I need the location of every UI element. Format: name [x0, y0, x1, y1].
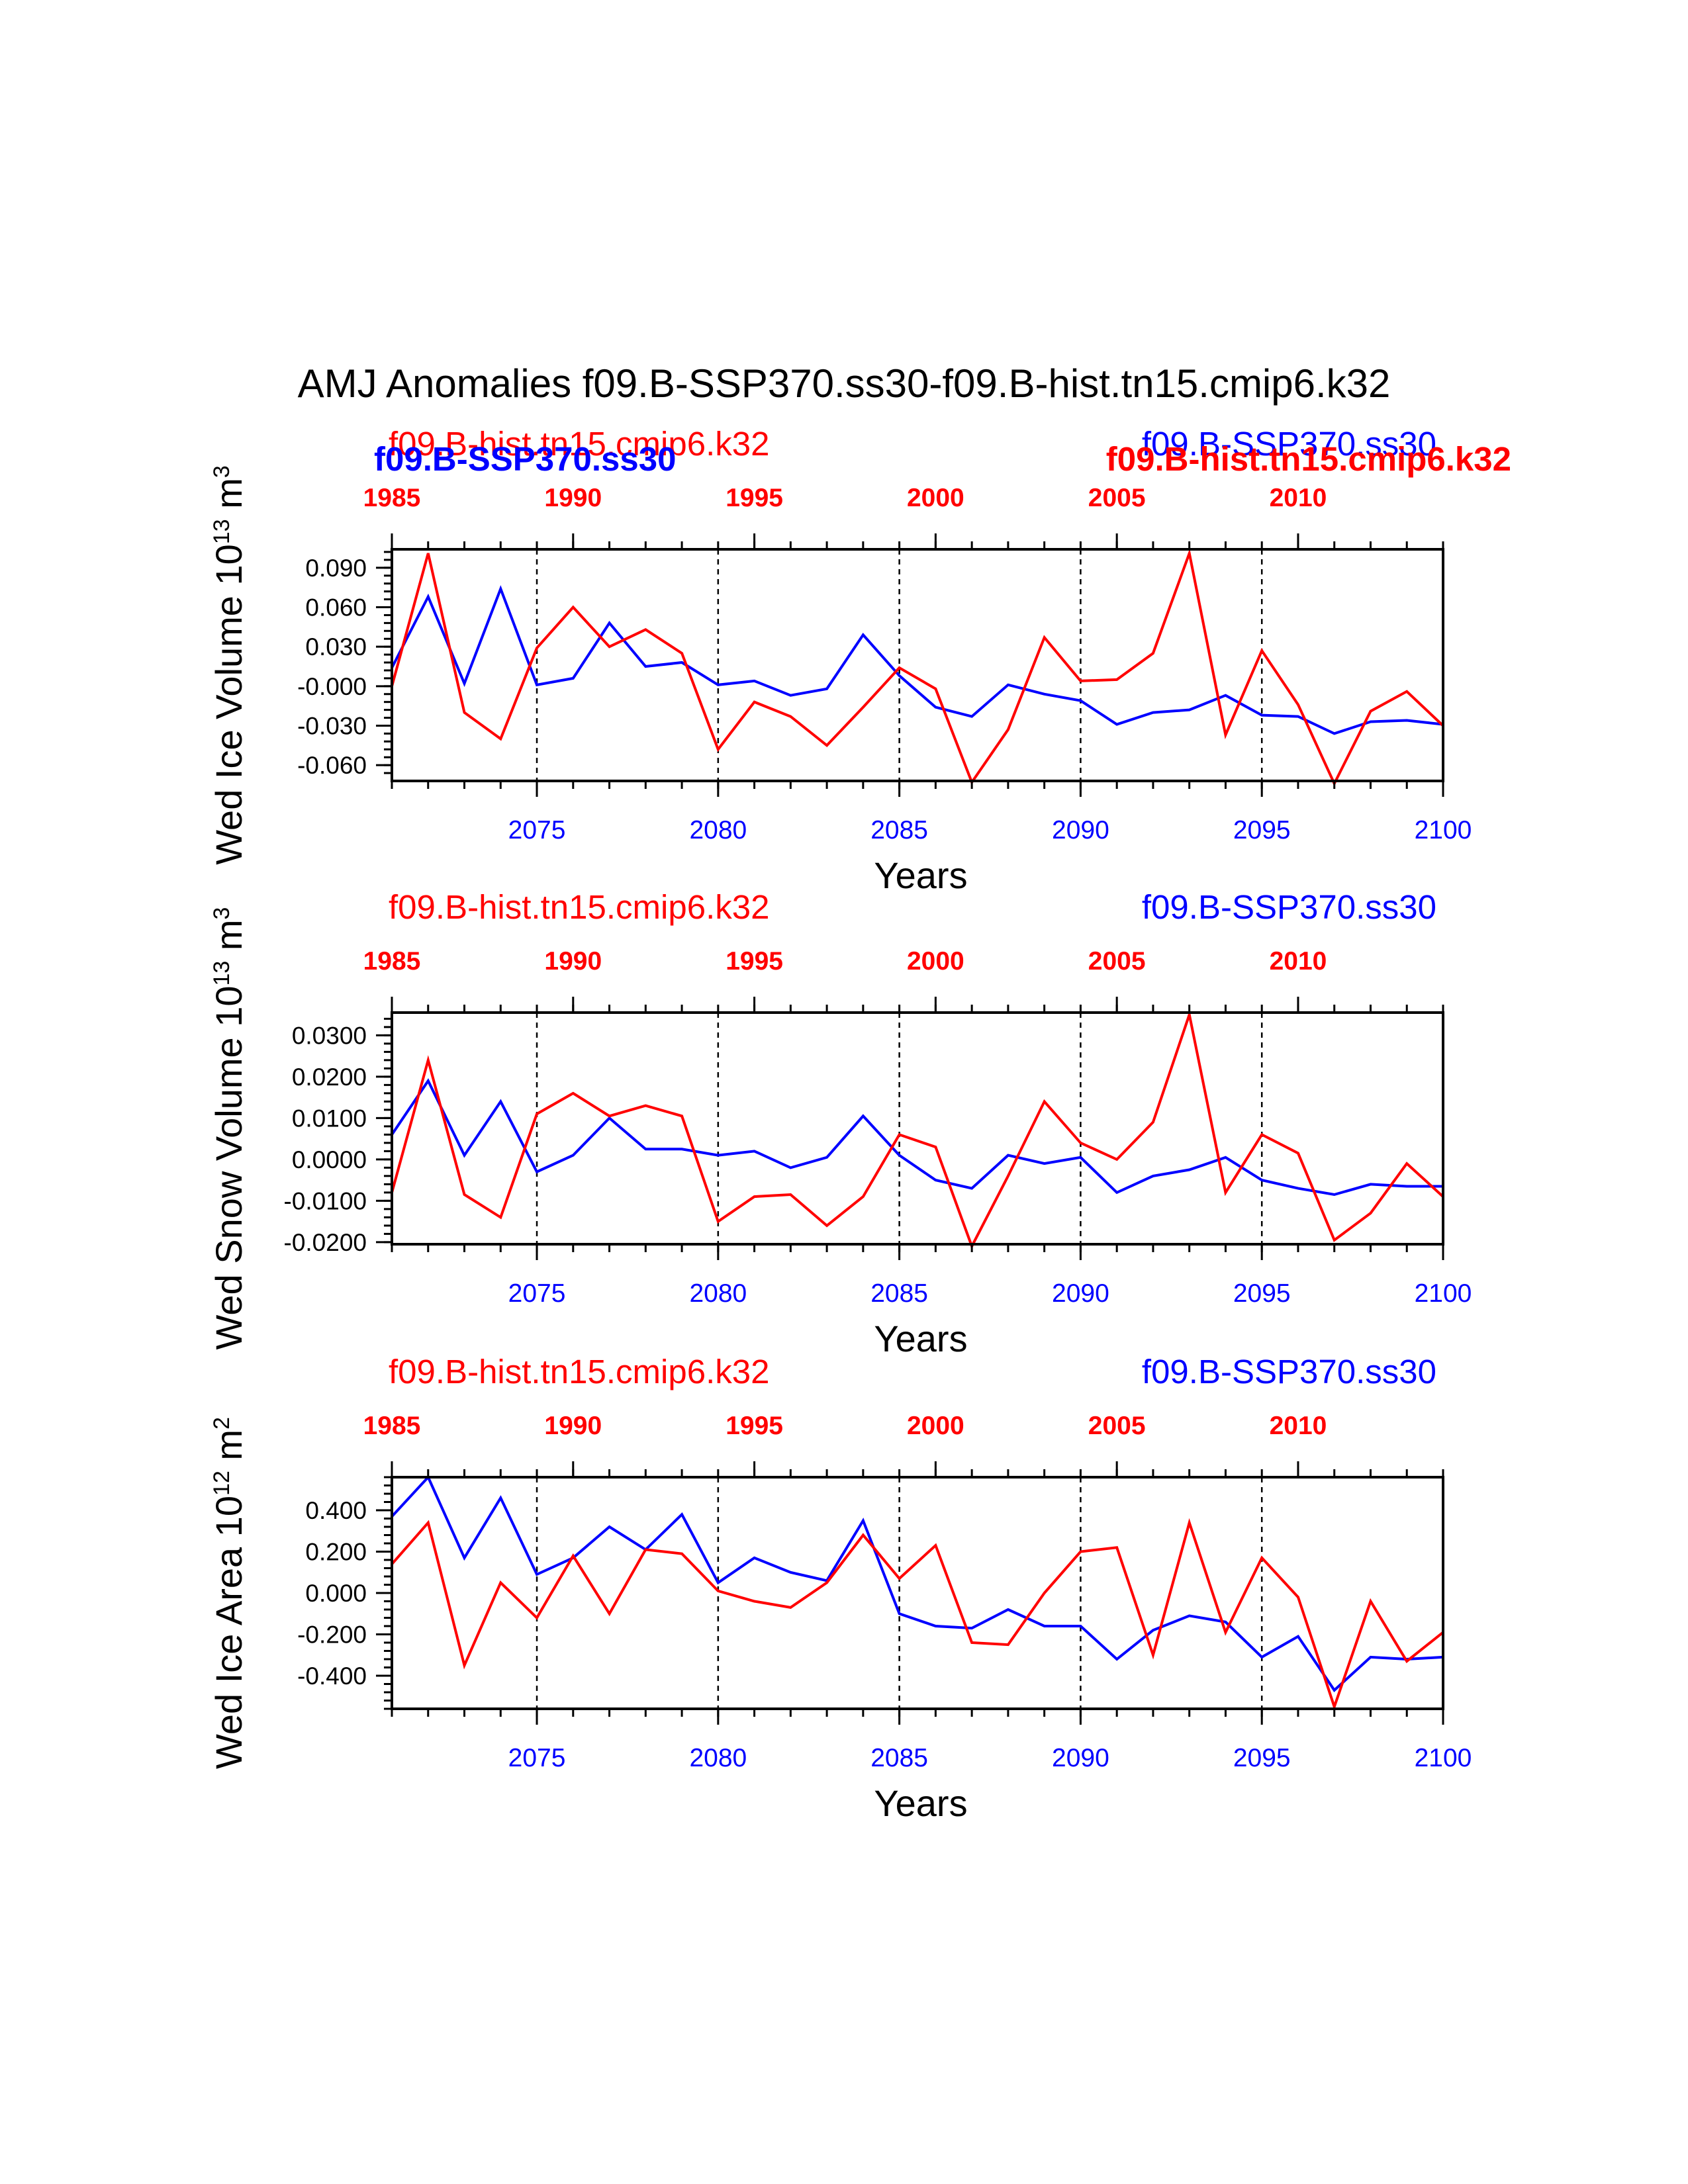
y-axis-title-superscript: 13 [209, 519, 234, 544]
top-tick-label: 2000 [907, 1412, 964, 1440]
x-axis-title: Years [874, 1782, 967, 1824]
x-tick-label: 2095 [1233, 1744, 1291, 1772]
series-line-hist [391, 1009, 1444, 1250]
series-line-ssp370 [391, 1475, 1444, 1692]
top-tick-label: 1985 [363, 947, 421, 976]
top-tick-label: 2005 [1088, 947, 1146, 976]
top-tick-label: 1995 [726, 1412, 783, 1440]
chart-panel-2: -0.0200 -0.0100 0.0000 0.0100 0.0200 0.0300 20… [208, 888, 1472, 1359]
top-tick-label: 1990 [544, 484, 602, 512]
y-axis-title-part: Wed Snow Volume 10 [208, 986, 250, 1350]
y-axis-title: Wed Snow Volume 1013 m3 [208, 907, 250, 1350]
y-tick-label: 0.000 [305, 1580, 367, 1607]
y-axis-title-superscript: 12 [209, 1471, 234, 1496]
top-tick-label: 1985 [363, 484, 421, 512]
x-tick-label: 2080 [689, 1279, 747, 1308]
y-tick-label: -0.200 [297, 1621, 367, 1649]
y-tick-label: 0.0300 [292, 1022, 367, 1049]
y-tick-label: -0.030 [297, 712, 367, 739]
series-label-ssp370: f09.B-SSP370.ss30 [1142, 425, 1436, 463]
series-line-hist [391, 1518, 1444, 1711]
series-label-ssp370-bold: f09.B-SSP370.ss30 [374, 440, 676, 478]
y-tick-label: -0.0100 [284, 1187, 367, 1214]
y-axis-title-superscript: 3 [209, 907, 234, 920]
x-tick-label: 2080 [689, 1744, 747, 1772]
y-tick-label: 0.090 [305, 555, 367, 582]
x-tick-label: 2080 [689, 816, 747, 844]
y-axis-title-part: m [208, 919, 250, 960]
series-line-hist [391, 548, 1444, 787]
x-tick-label: 2085 [870, 1279, 928, 1308]
y-tick-label: 0.200 [305, 1539, 367, 1566]
top-tick-label: 2010 [1270, 1412, 1327, 1440]
y-axis-title-part: Wed Ice Area 10 [208, 1496, 250, 1769]
y-axis-title: Wed Ice Volume 1013 m3 [208, 465, 250, 865]
plot-frame [391, 1011, 1444, 1246]
plot-frame [391, 1476, 1444, 1710]
y-axis-title-part: m [208, 478, 250, 519]
y-tick-label: -0.400 [297, 1662, 367, 1690]
y-tick-label: 0.400 [305, 1497, 367, 1524]
series-label-ssp370: f09.B-SSP370.ss30 [1142, 1353, 1436, 1390]
x-tick-label: 2090 [1052, 1279, 1109, 1308]
x-tick-label: 2090 [1052, 816, 1109, 844]
x-tick-label: 2090 [1052, 1744, 1109, 1772]
y-tick-label: -0.0200 [284, 1229, 367, 1256]
x-axis-title: Years [874, 1318, 967, 1359]
y-tick-label: 0.0000 [292, 1146, 367, 1173]
top-tick-label: 1995 [726, 947, 783, 976]
x-axis-title: Years [874, 854, 967, 896]
top-tick-label: 2000 [907, 484, 964, 512]
figure-title: AMJ Anomalies f09.B-SSP370.ss30-f09.B-hi… [298, 361, 1391, 406]
x-tick-label: 2100 [1415, 1279, 1472, 1308]
y-axis-title-superscript: 13 [209, 961, 234, 986]
y-tick-label: 0.0100 [292, 1105, 367, 1132]
series-label-hist: f09.B-hist.tn15.cmip6.k32 [389, 425, 769, 463]
x-tick-label: 2075 [508, 1279, 566, 1308]
y-tick-label: 0.060 [305, 594, 367, 621]
series-line-ssp370 [391, 1078, 1443, 1197]
y-axis-title-superscript: 3 [209, 465, 234, 478]
y-tick-label: -0.060 [297, 752, 367, 779]
top-tick-label: 1995 [726, 484, 783, 512]
y-axis-title-part: m [208, 1430, 250, 1471]
x-tick-label: 2100 [1415, 816, 1472, 844]
top-tick-label: 2005 [1088, 1412, 1146, 1440]
top-tick-label: 1990 [544, 947, 602, 976]
plot-frame [391, 548, 1444, 782]
series-label-hist-bold: f09.B-hist.tn15.cmip6.k32 [1106, 440, 1511, 478]
x-tick-label: 2095 [1233, 1279, 1291, 1308]
y-axis-title-part: Wed Ice Volume 10 [208, 544, 250, 865]
y-axis-title-superscript: 2 [209, 1417, 234, 1430]
series-line-ssp370 [391, 585, 1444, 735]
y-tick-label: -0.000 [297, 673, 367, 700]
chart-panel-3: -0.400 -0.200 0.000 0.200 0.400 2075 2080 2085 2… [208, 1353, 1472, 1824]
series-label-ssp370: f09.B-SSP370.ss30 [1142, 888, 1436, 926]
series-label-hist: f09.B-hist.tn15.cmip6.k32 [389, 888, 769, 926]
top-tick-label: 1990 [544, 1412, 602, 1440]
y-tick-label: 0.030 [305, 633, 367, 660]
top-tick-label: 2005 [1088, 484, 1146, 512]
chart-panel-1: -0.060 -0.030 -0.000 0.030 0.060 0.090 2075 208… [208, 425, 1511, 896]
x-tick-label: 2075 [508, 816, 566, 844]
x-tick-label: 2085 [870, 1744, 928, 1772]
y-axis-title: Wed Ice Area 1012 m2 [208, 1417, 250, 1769]
top-tick-label: 2000 [907, 947, 964, 976]
panels: -0.060 -0.030 -0.000 0.030 0.060 0.090 2075 208… [208, 425, 1511, 1824]
y-tick-label: 0.0200 [292, 1064, 367, 1091]
top-tick-label: 2010 [1270, 484, 1327, 512]
x-tick-label: 2095 [1233, 816, 1291, 844]
series-label-hist: f09.B-hist.tn15.cmip6.k32 [389, 1353, 769, 1390]
top-tick-label: 1985 [363, 1412, 421, 1440]
x-tick-label: 2100 [1415, 1744, 1472, 1772]
x-tick-label: 2075 [508, 1744, 566, 1772]
x-tick-label: 2085 [870, 816, 928, 844]
top-tick-label: 2010 [1270, 947, 1327, 976]
